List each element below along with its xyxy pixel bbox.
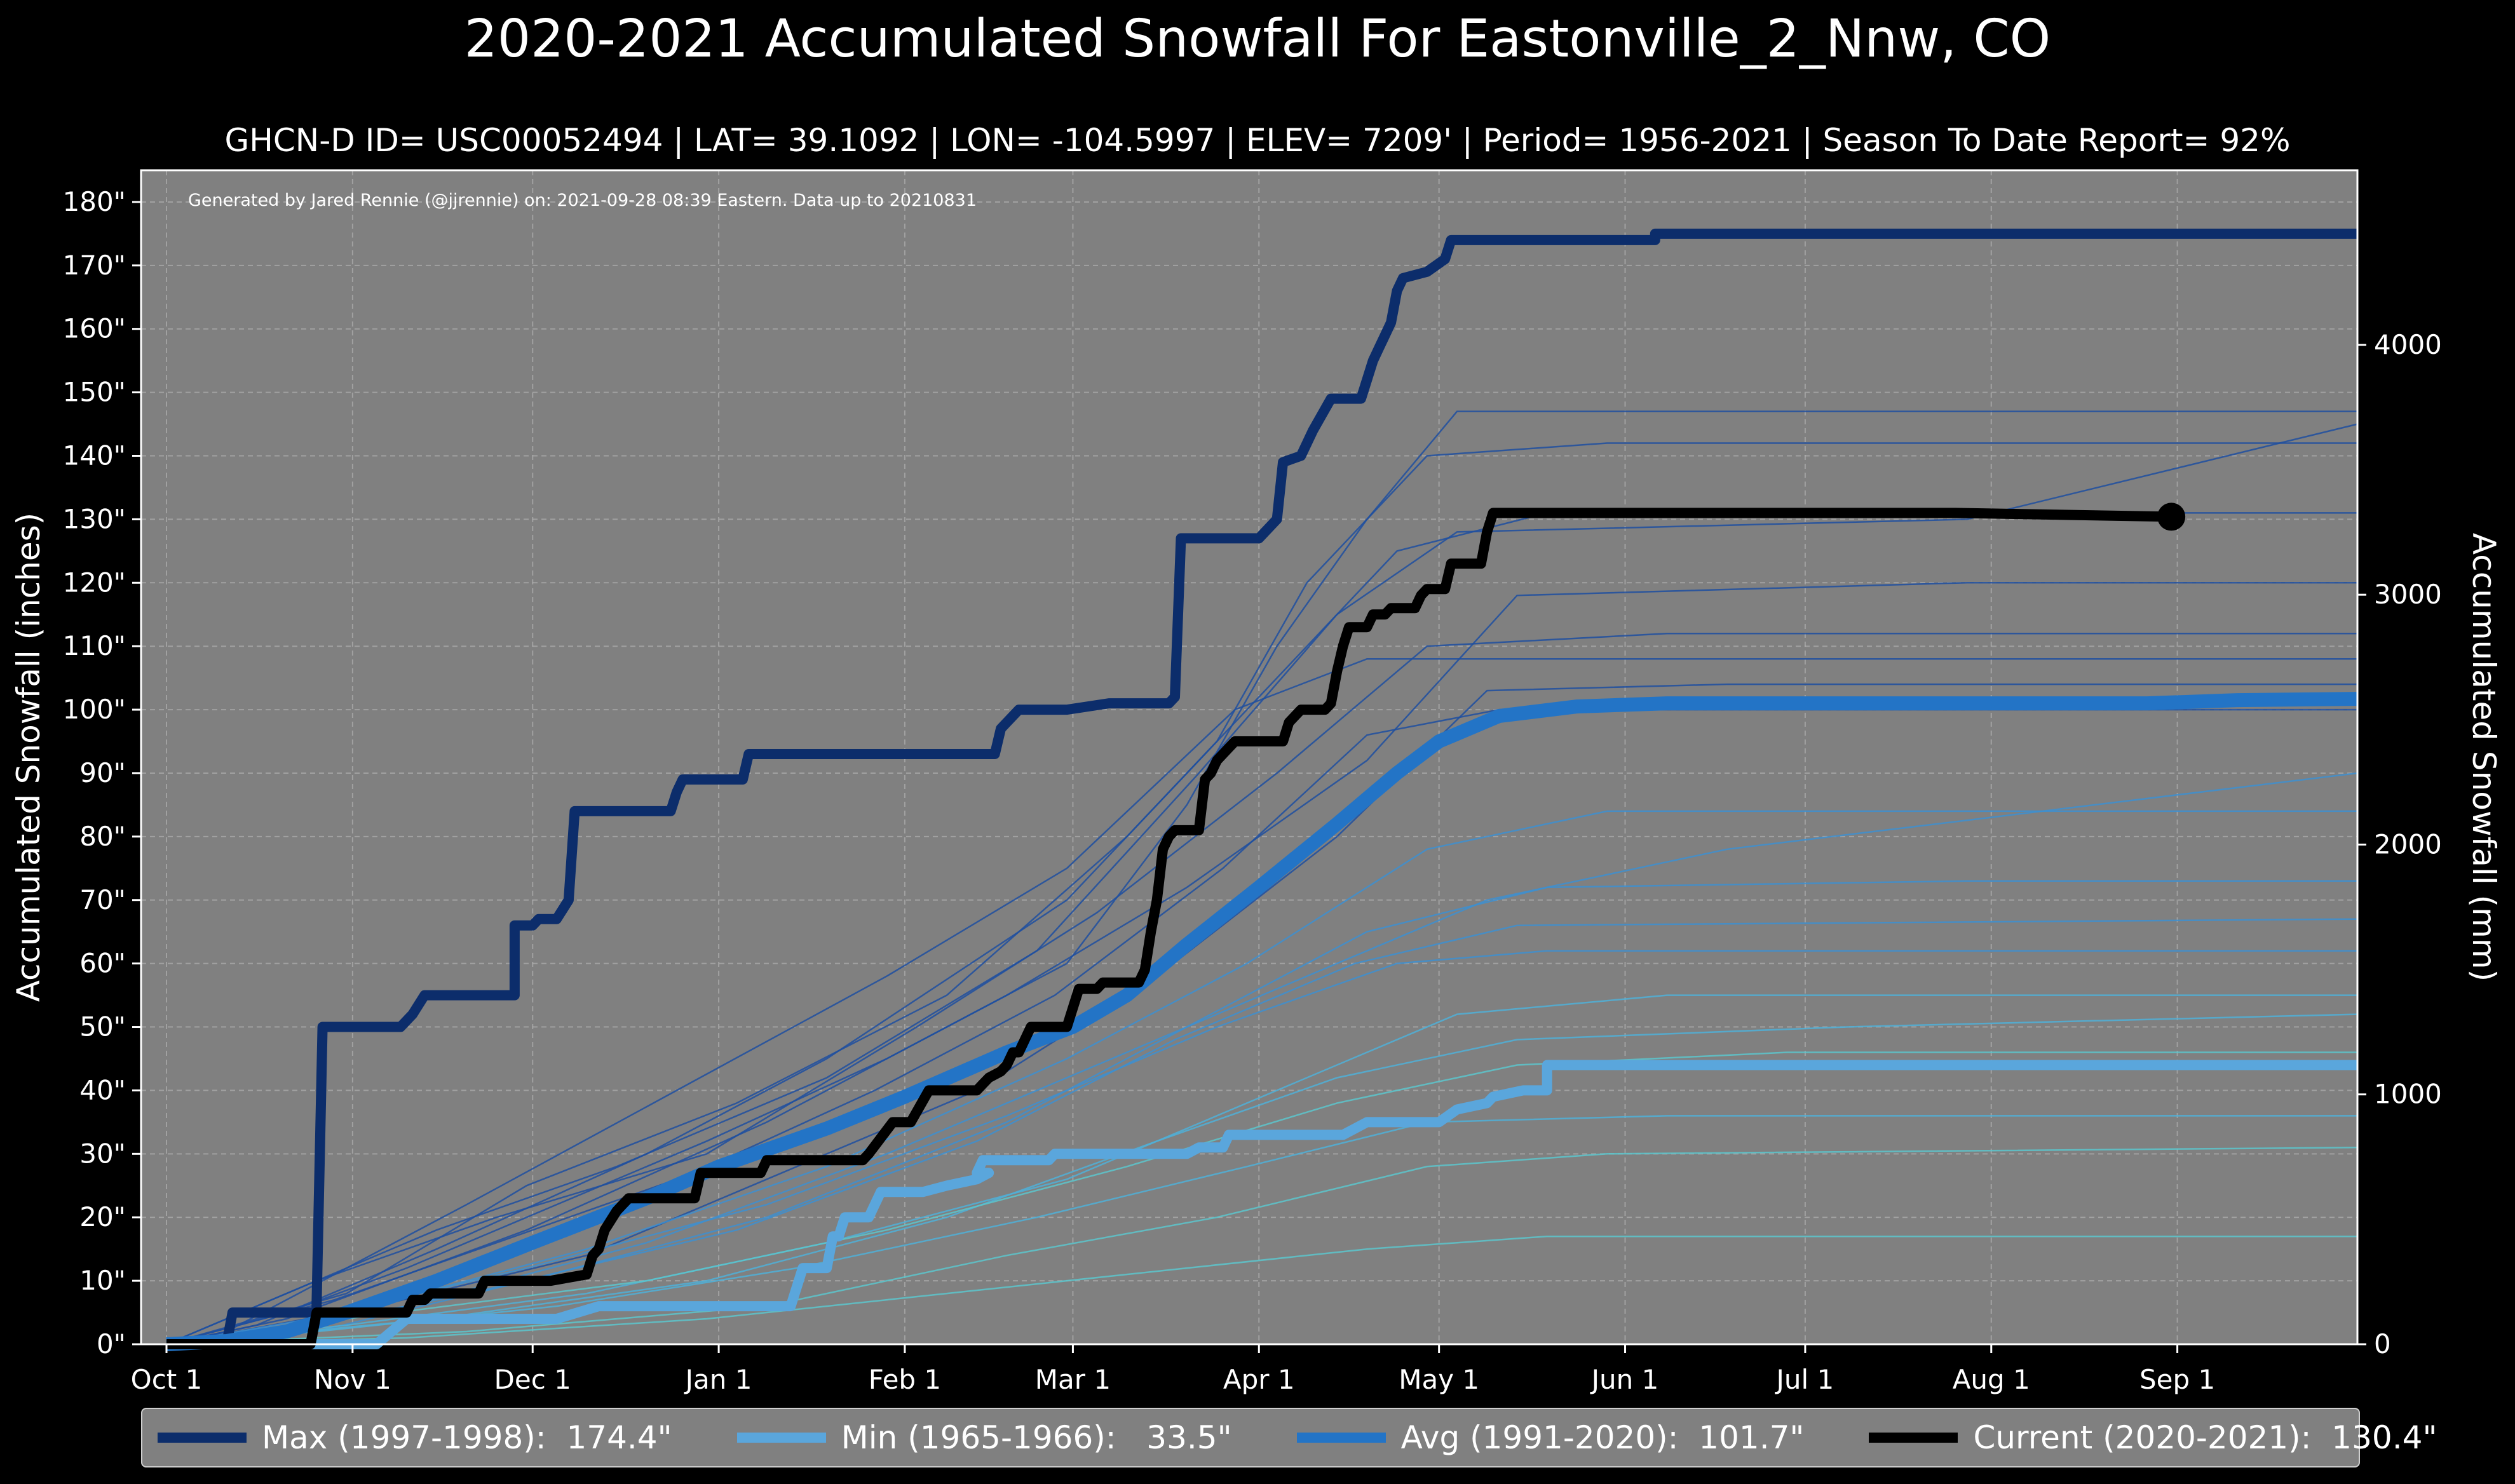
y-right-tick-label: 2000 <box>2374 828 2442 860</box>
y-tick-label: 140" <box>63 440 126 471</box>
chart-subtitle: GHCN-D ID= USC00052494 | LAT= 39.1092 | … <box>224 122 2291 159</box>
y-tick-label: 40" <box>79 1074 126 1105</box>
legend-label-min: Min (1965-1966): 33.5" <box>841 1419 1232 1456</box>
x-tick-label: Oct 1 <box>131 1364 203 1395</box>
y-tick-label: 170" <box>63 250 126 281</box>
plot-area <box>141 170 2357 1344</box>
legend-item-avg: Avg (1991-2020): 101.7" <box>1282 1419 1805 1456</box>
x-tick-label: Dec 1 <box>494 1364 571 1395</box>
legend: Max (1997-1998): 174.4" Min (1965-1966):… <box>141 1408 2437 1467</box>
legend-swatch-current <box>1869 1433 1958 1443</box>
y-right-tick-label: 0 <box>2374 1328 2391 1359</box>
y-tick-label: 80" <box>79 821 126 852</box>
max-series-line <box>166 228 2357 1349</box>
y-tick-label: 50" <box>79 1011 126 1042</box>
x-tick-label: Aug 1 <box>1953 1364 2030 1395</box>
y-tick-label: 0" <box>97 1328 126 1359</box>
y-tick-label: 180" <box>63 186 126 217</box>
y-axis-label-right: Accumulated Snowfall (mm) <box>2465 533 2502 981</box>
legend-item-min: Min (1965-1966): 33.5" <box>722 1419 1232 1456</box>
legend-label-max: Max (1997-1998): 174.4" <box>262 1419 672 1456</box>
historical-series-line <box>166 1235 2357 1346</box>
y-right-tick-label: 3000 <box>2374 579 2442 610</box>
historical-series-line <box>166 423 2358 1346</box>
credit-text: Generated by Jared Rennie (@jjrennie) on… <box>188 191 977 210</box>
y-tick-label: 100" <box>63 694 126 725</box>
axes-group: 0" 10" 20" 30" 40" 50" 60" 70" 80" 90" 100" 110" 120… <box>63 169 2442 1395</box>
plot-frame <box>140 169 2359 1346</box>
y-tick-label: 110" <box>63 630 126 661</box>
y-tick-label: 150" <box>63 377 126 408</box>
y-tick-label: 120" <box>63 567 126 598</box>
historical-series-line <box>166 1147 2358 1346</box>
y-tick-label: 20" <box>79 1201 126 1232</box>
y-right-tick-label: 4000 <box>2374 329 2442 360</box>
x-tick-label: Jul 1 <box>1775 1364 1834 1395</box>
min-series-line <box>166 1060 2357 1349</box>
y-tick-label: 30" <box>79 1138 126 1169</box>
x-tick-label: Nov 1 <box>314 1364 391 1395</box>
x-tick-label: Jan 1 <box>684 1364 752 1395</box>
historical-series-line <box>166 880 2357 1346</box>
legend-swatch-max <box>158 1433 247 1443</box>
avg-series-line <box>166 692 2358 1351</box>
historical-series-line <box>166 708 2357 1346</box>
historical-series-line <box>166 1013 2358 1346</box>
y-tick-label: 70" <box>79 884 126 915</box>
legend-item-max: Max (1997-1998): 174.4" <box>142 1419 672 1456</box>
legend-swatch-avg <box>1296 1433 1386 1443</box>
historical-series-line <box>166 1051 2357 1346</box>
historical-series-line <box>166 410 2357 1346</box>
historical-series-line <box>166 442 2357 1346</box>
y-tick-label: 10" <box>79 1265 126 1296</box>
x-tick-label: Sep 1 <box>2139 1364 2215 1395</box>
x-tick-label: Feb 1 <box>869 1364 941 1395</box>
y-tick-label: 90" <box>79 757 126 788</box>
legend-label-avg: Avg (1991-2020): 101.7" <box>1400 1419 1805 1456</box>
legend-item-current: Current (2020-2021): 130.4" <box>1854 1419 2437 1456</box>
y-right-tick-label: 1000 <box>2374 1079 2442 1110</box>
x-tick-label: Mar 1 <box>1035 1364 1111 1395</box>
y-tick-label: 160" <box>63 313 126 344</box>
current-series-line <box>166 508 2172 1349</box>
y-tick-label: 130" <box>63 503 126 534</box>
snowfall-chart: 0" 10" 20" 30" 40" 50" 60" 70" 80" 90" 100" 110" 120… <box>10 169 2502 1395</box>
legend-swatch-min <box>736 1433 826 1443</box>
x-tick-label: May 1 <box>1399 1364 1479 1395</box>
highlight-series-group <box>166 228 2358 1351</box>
x-tick-label: Jun 1 <box>1590 1364 1659 1395</box>
chart-title: 2020-2021 Accumulated Snowfall For Easto… <box>464 9 2051 69</box>
legend-label-current: Current (2020-2021): 130.4" <box>1973 1419 2437 1456</box>
grid-lines <box>141 170 2357 1345</box>
x-tick-label: Apr 1 <box>1223 1364 1295 1395</box>
y-axis-label: Accumulated Snowfall (inches) <box>10 513 47 1002</box>
current-end-marker <box>2157 503 2186 531</box>
y-tick-label: 60" <box>79 948 126 979</box>
